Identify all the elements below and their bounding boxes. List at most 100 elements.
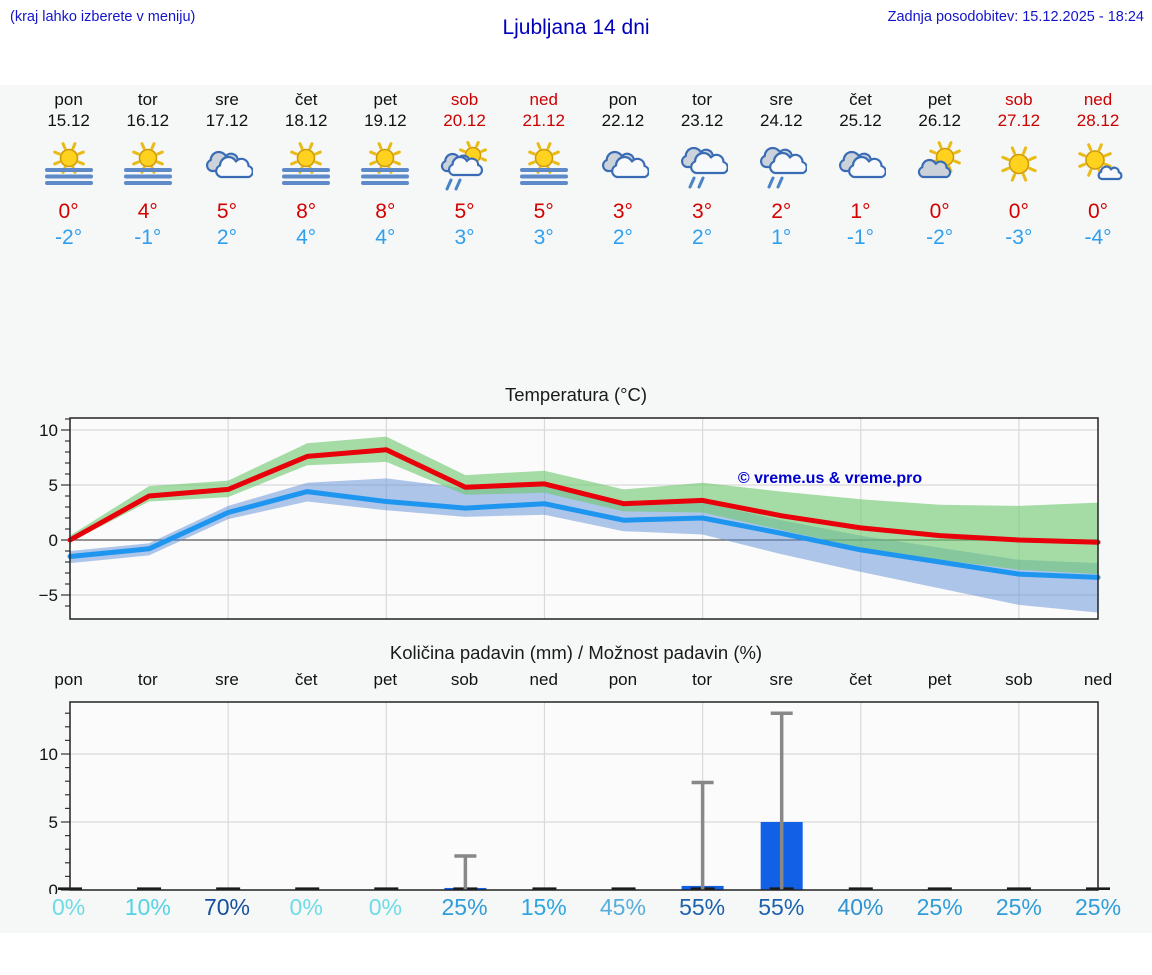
precip-day-label: čet — [849, 670, 872, 689]
weather-icon-slot — [979, 137, 1058, 195]
day-min-temp: 3° — [454, 226, 475, 249]
weather-icon-slot — [821, 137, 900, 195]
precip-probability: 0% — [289, 894, 323, 920]
precip-day-label: sre — [215, 670, 239, 689]
clouds-rain-icon — [760, 146, 808, 189]
day-max-temp: 4° — [137, 200, 158, 223]
last-update-text: Zadnja posodobitev: 15.12.2025 - 18:24 — [887, 9, 1144, 25]
precip-day-label: pon — [608, 670, 638, 689]
day-date: 16.12 — [126, 111, 170, 130]
day-max-temp: 5° — [216, 200, 237, 223]
day-max-temp: 5° — [454, 200, 475, 223]
day-name: čet — [294, 90, 318, 109]
sun-small-cloud-icon — [1078, 143, 1123, 181]
temp-y-tick: 5 — [49, 476, 58, 495]
day-max-temp: 5° — [533, 200, 554, 223]
temperature-chart-title: Temperatura (°C) — [504, 384, 648, 405]
day-min-temp: -1° — [134, 226, 162, 249]
precip-day-label: ned — [1083, 670, 1113, 689]
day-name: ned — [529, 90, 558, 109]
day-max-temp: 8° — [375, 200, 396, 223]
sun-fog-icon — [519, 142, 568, 185]
sun-icon — [1001, 146, 1037, 182]
day-forecast: sob 27.12 0° -3° — [979, 85, 1058, 251]
menu-hint-link[interactable]: (kraj lahko izberete v meniju) — [10, 9, 196, 25]
day-forecast: pon 22.12 3° 2° — [583, 85, 662, 251]
weather-icon-slot — [663, 137, 742, 195]
temp-y-tick: 0 — [49, 531, 58, 550]
day-forecast: sre 24.12 2° 1° — [742, 85, 821, 251]
precip-day-label: tor — [692, 670, 713, 689]
day-name: pet — [373, 90, 398, 109]
day-name: tor — [692, 90, 713, 109]
day-name: pon — [54, 90, 83, 109]
day-date: 15.12 — [47, 111, 90, 130]
weather-icon-slot — [1058, 137, 1137, 195]
day-min-temp: 1° — [771, 226, 792, 249]
precip-probability: 25% — [916, 894, 963, 920]
day-forecast: ned 28.12 0° -4° — [1058, 85, 1137, 251]
precip-chart-title: Količina padavin (mm) / Možnost padavin … — [389, 642, 763, 663]
precip-day-label: sob — [450, 670, 479, 689]
precip-probability: 55% — [679, 894, 726, 920]
daily-forecast-row: pon 15.12 0° -2° tor 16.12 4° -1° sre 17.12 5° 2° če… — [29, 85, 1139, 251]
precip-day-label: pon — [54, 670, 83, 689]
sun-cloud-icon — [917, 141, 961, 179]
day-name: sob — [450, 90, 479, 109]
precip-probability: 10% — [124, 894, 171, 920]
sun-fog-icon — [123, 142, 172, 185]
day-date: 17.12 — [205, 111, 249, 130]
day-date: 18.12 — [284, 111, 328, 130]
weather-icon-slot — [267, 137, 346, 195]
precip-day-labels-row: pon tor sre čet pet sob ned pon tor sre čet pet sob n… — [29, 670, 1139, 690]
day-max-temp: 3° — [612, 200, 633, 223]
day-date: 28.12 — [1076, 111, 1120, 130]
day-max-temp: 0° — [1008, 200, 1029, 223]
precip-probability: 55% — [758, 894, 805, 920]
sun-fog-icon — [44, 142, 93, 185]
precipitation-chart: 0 5 10 — [39, 701, 1110, 894]
watermark-text: © vreme.us & vreme.pro — [738, 470, 923, 487]
day-min-temp: -2° — [55, 226, 83, 249]
day-min-temp: -2° — [926, 226, 954, 249]
day-forecast: pet 26.12 0° -2° — [900, 85, 979, 251]
day-forecast: ned 21.12 5° 3° — [504, 85, 583, 251]
precip-y-tick: 0 — [49, 881, 58, 894]
precip-probability: 0% — [51, 894, 86, 920]
day-max-temp: 8° — [296, 200, 317, 223]
precip-day-label: čet — [294, 670, 318, 689]
day-max-temp: 0° — [1087, 200, 1109, 223]
weather-icon-slot — [187, 137, 266, 195]
precip-probability-row: 0% 10% 70% 0% 0% 25% 15% 45% 55% 55% 40% 25% 25% 25% — [29, 894, 1139, 921]
day-date: 26.12 — [918, 111, 961, 130]
day-date: 27.12 — [997, 111, 1041, 130]
weather-icon-slot — [583, 137, 662, 195]
forecast-panel: pon 15.12 0° -2° tor 16.12 4° -1° sre 17.12 5° 2° če… — [0, 85, 1152, 933]
day-max-temp: 2° — [771, 200, 792, 223]
day-date: 20.12 — [443, 111, 486, 130]
weather-icon-slot — [504, 137, 583, 195]
precip-probability: 25% — [995, 894, 1042, 920]
day-name: ned — [1083, 90, 1113, 109]
day-date: 25.12 — [839, 111, 882, 130]
weather-icon-slot — [742, 137, 821, 195]
day-name: pon — [608, 90, 638, 109]
temperature-chart: 10 5 0 −5 © vreme.us & vreme.pro — [39, 417, 1101, 620]
day-min-temp: 4° — [375, 226, 396, 249]
day-min-temp: 4° — [296, 226, 317, 249]
day-name: tor — [137, 90, 158, 109]
day-min-temp: -1° — [846, 226, 874, 249]
day-max-temp: 0° — [929, 200, 950, 223]
precip-probability: 0% — [368, 894, 402, 920]
precip-day-label: ned — [529, 670, 558, 689]
precip-day-label: pet — [927, 670, 952, 689]
day-name: čet — [849, 90, 872, 109]
precip-day-label: tor — [137, 670, 158, 689]
day-min-temp: 3° — [533, 226, 554, 249]
weather-icon-slot — [900, 137, 979, 195]
precip-probability: 15% — [520, 894, 567, 920]
weather-icon-slot — [108, 137, 187, 195]
clouds-icon — [839, 150, 887, 179]
day-date: 21.12 — [522, 111, 565, 130]
